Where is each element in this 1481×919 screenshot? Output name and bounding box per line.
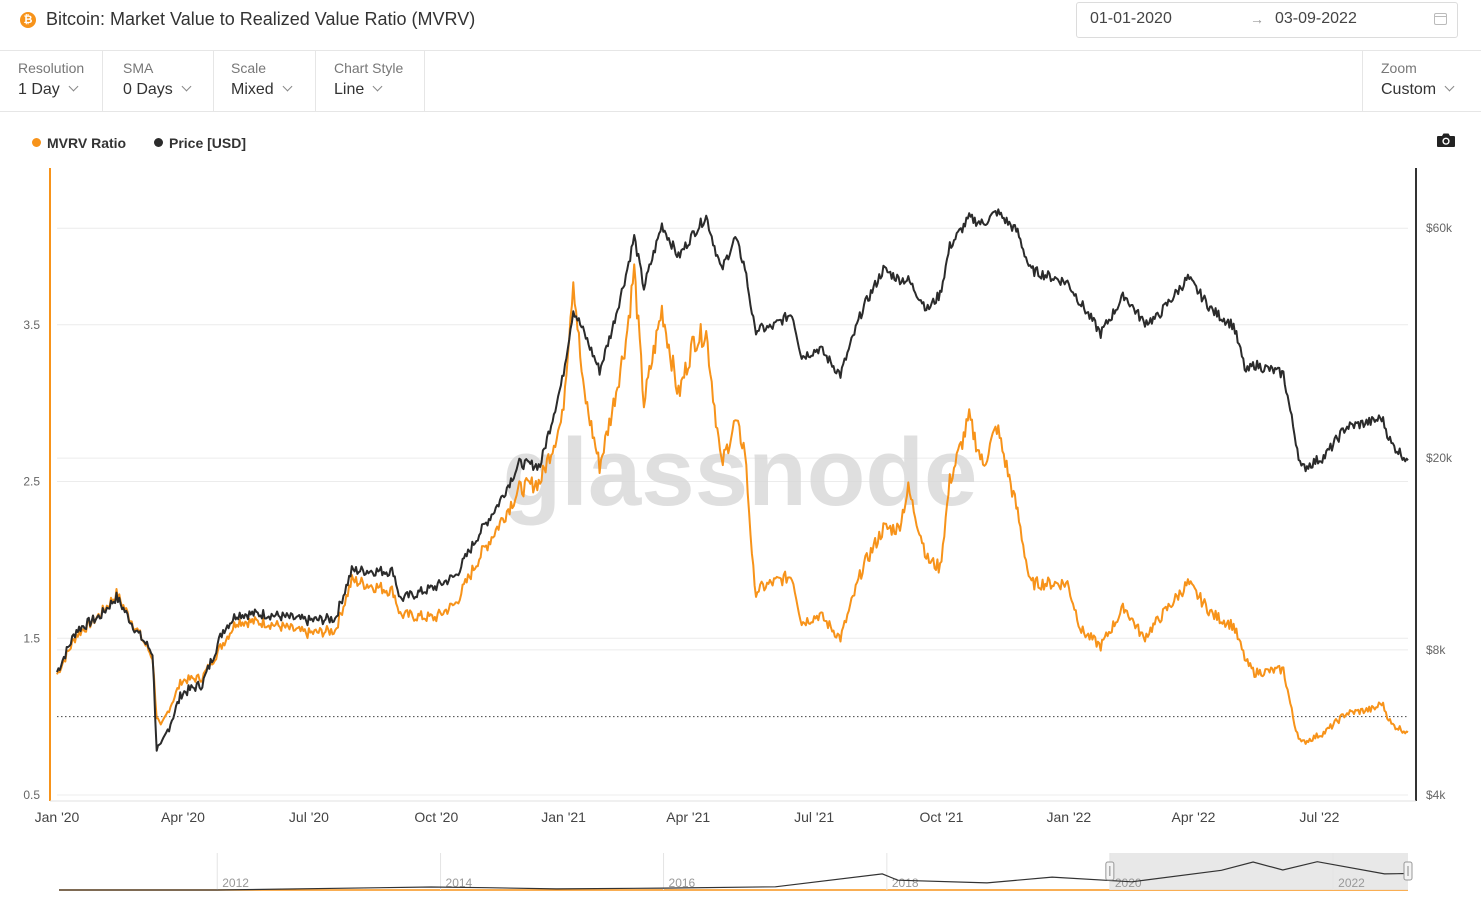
legend-dot-mvrv [32,138,41,147]
resolution-select[interactable]: Resolution 1 Day [0,51,103,111]
chart-legend: MVRV Ratio Price [USD] [32,134,270,151]
navigator-year-label: 2012 [222,876,249,890]
chart-style-select[interactable]: Chart Style Line [316,51,425,111]
navigator-year-label: 2018 [892,876,919,890]
chevron-down-icon [68,81,79,92]
sma-value: 0 Days [123,81,173,98]
price-series-line [56,208,1409,752]
navigator-year-label: 2020 [1115,876,1142,890]
axes [49,168,1417,802]
calendar-icon[interactable] [1434,13,1447,25]
resolution-value: 1 Day [18,81,60,98]
chart-style-label: Chart Style [334,60,404,76]
chevron-down-icon [282,81,293,92]
mvrv-chart: glassnode 0.51.52.53.5$4k$8k$20k$60kJan … [23,168,1453,891]
chevron-down-icon [1444,81,1455,92]
x-tick-label: Jan '20 [35,809,80,825]
left-tick-label: 2.5 [23,475,40,489]
left-tick-label: 0.5 [23,788,40,802]
navigator-year-label: 2014 [446,876,473,890]
navigator-year-label: 2022 [1338,876,1365,890]
legend-label-mvrv: MVRV Ratio [47,134,127,151]
tick-labels: 0.5 1.5 2.5 3.5 $4k $8k $20k $60k Jan '20 Apr '20… [23,221,1453,825]
x-tick-label: Jul '21 [794,809,834,825]
left-tick-label: 3.5 [23,318,40,332]
x-tick-label: Oct '20 [414,809,458,825]
right-tick-label: $4k [1426,788,1446,802]
x-tick-label: Jul '22 [1299,809,1339,825]
legend-label-price: Price [USD] [168,134,247,151]
sma-label: SMA [123,60,154,76]
range-navigator[interactable]: 2012 2014 2016 2018 2020 2022 [59,853,1413,891]
chevron-down-icon [372,81,383,92]
legend-item-price[interactable]: Price [USD] [153,134,247,151]
navigator-year-label: 2016 [669,876,696,890]
x-tick-label: Apr '20 [161,809,205,825]
camera-icon[interactable] [1436,132,1456,148]
sma-select[interactable]: SMA 0 Days [105,51,214,111]
x-tick-label: Jul '20 [289,809,329,825]
x-tick-label: Jan '22 [1047,809,1092,825]
zoom-value: Custom [1381,81,1437,98]
scale-select[interactable]: Scale Mixed [213,51,316,111]
date-to-input[interactable]: 03-09-2022 [1275,10,1357,27]
chart-style-value: Line [334,81,365,98]
right-tick-label: $8k [1426,643,1446,657]
x-tick-label: Jan '21 [541,809,586,825]
navigator-price-line [59,861,1409,891]
legend-dot-price [153,138,163,147]
page-title: Bitcoin: Market Value to Realized Value … [46,9,476,29]
scale-value: Mixed [231,81,274,98]
scale-label: Scale [231,60,267,76]
mvrv-series-line [56,263,1409,745]
resolution-label: Resolution [18,60,85,76]
x-tick-label: Oct '21 [920,809,964,825]
x-tick-label: Apr '22 [1171,809,1215,825]
zoom-label: Zoom [1381,60,1417,76]
left-tick-label: 1.5 [23,631,40,645]
bitcoin-icon: ₿ [20,12,36,28]
date-from-input[interactable]: 01-01-2020 [1090,10,1172,27]
grid-lines [57,227,1408,796]
navigator-selection[interactable] [1109,853,1408,890]
title-bar: ₿ Bitcoin: Market Value to Realized Valu… [0,0,1481,51]
x-tick-label: Apr '21 [666,809,710,825]
legend-item-mvrv[interactable]: MVRV Ratio [32,135,126,151]
arrow-right-icon: → [1250,11,1264,27]
right-tick-label: $20k [1426,451,1453,465]
chevron-down-icon [181,81,192,92]
date-range-picker[interactable]: 01-01-2020 → 03-09-2022 [1076,2,1458,38]
chart-toolbar: Resolution 1 Day SMA 0 Days Scale Mixed … [0,51,1481,112]
series-lines [56,208,1409,752]
right-tick-label: $60k [1426,221,1453,235]
zoom-select[interactable]: Zoom Custom [1362,51,1481,111]
